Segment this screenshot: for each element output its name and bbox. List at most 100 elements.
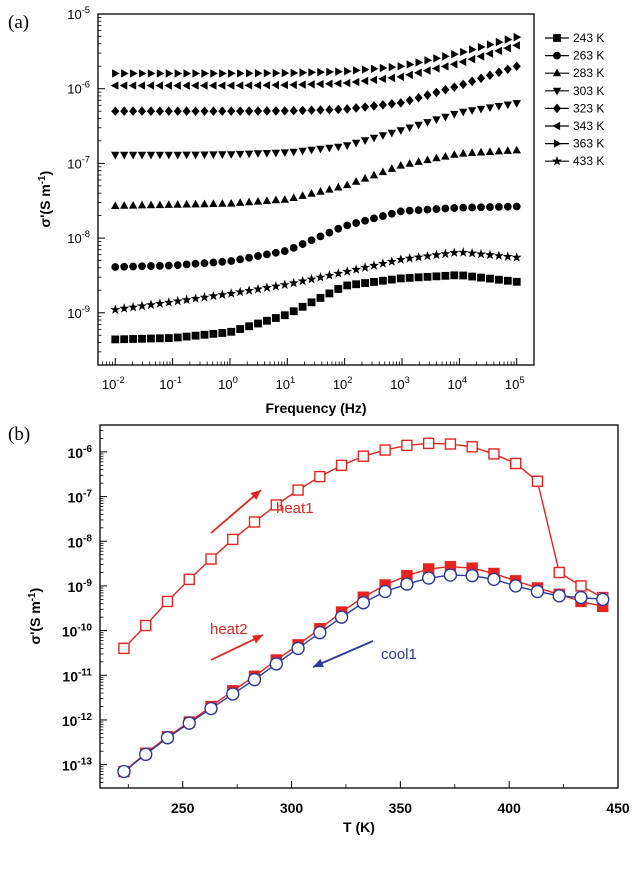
- data-point: [378, 100, 387, 110]
- series-heat1: [118, 437, 609, 655]
- data-point: [205, 553, 217, 565]
- data-point: [120, 106, 129, 116]
- data-point: [459, 203, 468, 212]
- data-point: [433, 54, 441, 63]
- data-point: [199, 81, 208, 90]
- data-point: [235, 81, 244, 90]
- data-point: [316, 145, 325, 154]
- data-point: [146, 81, 155, 90]
- data-point: [261, 282, 272, 292]
- data-point: [405, 206, 414, 215]
- data-point: [387, 275, 396, 284]
- data-point: [423, 205, 432, 214]
- data-point: [289, 148, 298, 157]
- data-point: [137, 200, 147, 209]
- legend-label: 433 K: [573, 154, 604, 168]
- data-point: [112, 69, 120, 78]
- x-tick-label: 105: [505, 375, 525, 392]
- data-point: [488, 448, 500, 460]
- data-point: [263, 69, 272, 78]
- data-point: [248, 516, 261, 528]
- data-point: [289, 243, 298, 252]
- data-point: [377, 258, 388, 268]
- data-point: [244, 150, 254, 159]
- data-point: [209, 151, 218, 160]
- annotation-arrow-shaft: [210, 489, 262, 534]
- data-point: [530, 584, 545, 599]
- panel-a-plot: 10-2 10-1 100 101 102 103 104 105 10-9 10-8 10-7 10…: [37, 5, 604, 416]
- data-point: [351, 77, 360, 87]
- data-point: [137, 106, 147, 116]
- data-point: [129, 262, 138, 271]
- data-point: [414, 157, 423, 165]
- data-point: [369, 134, 379, 143]
- data-point: [173, 151, 182, 160]
- data-point: [182, 332, 191, 341]
- data-point: [280, 149, 289, 158]
- data-point: [262, 81, 271, 90]
- y-tick-label: 10-11: [62, 667, 92, 684]
- data-point: [415, 58, 424, 67]
- data-point: [512, 41, 520, 50]
- data-point: [333, 268, 344, 278]
- data-point: [297, 275, 308, 286]
- legend-label: 343 K: [573, 119, 604, 133]
- data-point: [263, 250, 271, 259]
- data-point: [147, 262, 155, 270]
- data-point: [138, 262, 146, 271]
- data-point: [503, 276, 512, 285]
- data-point: [182, 716, 196, 730]
- data-point: [289, 105, 298, 116]
- data-point: [172, 295, 183, 306]
- data-point: [191, 81, 199, 90]
- data-point: [236, 325, 245, 333]
- data-point: [191, 151, 200, 160]
- annotation-heat1: heat1: [276, 500, 314, 517]
- legend-label: 303 K: [573, 84, 604, 98]
- data-point: [503, 101, 512, 110]
- data-point: [485, 104, 495, 113]
- data-point: [335, 459, 348, 472]
- data-point: [183, 573, 195, 586]
- y-tick-label: 10-5: [67, 5, 90, 22]
- data-point: [396, 98, 405, 108]
- data-point: [325, 289, 334, 298]
- data-point: [128, 81, 137, 90]
- data-point: [441, 151, 450, 160]
- data-point: [531, 475, 544, 487]
- data-point: [387, 99, 396, 109]
- data-point: [422, 66, 431, 75]
- y-axis-label: σ'(S m-1): [37, 171, 53, 228]
- data-point: [351, 139, 361, 148]
- data-point: [204, 701, 218, 716]
- legend-marker: [553, 51, 561, 60]
- data-point: [458, 57, 467, 67]
- data-point: [245, 69, 254, 78]
- data-point: [120, 151, 129, 160]
- data-point: [388, 62, 397, 72]
- data-point: [227, 533, 239, 546]
- data-point: [271, 248, 280, 257]
- data-point: [334, 285, 343, 293]
- data-point: [467, 148, 477, 157]
- data-point: [467, 107, 477, 115]
- data-point: [414, 273, 423, 282]
- data-point: [343, 142, 352, 150]
- annotation-arrow-shaft: [312, 640, 374, 668]
- data-point: [200, 106, 209, 116]
- data-point: [253, 196, 263, 205]
- data-point: [552, 589, 566, 603]
- data-point: [432, 153, 441, 162]
- data-point: [121, 69, 129, 78]
- data-point: [468, 76, 477, 87]
- data-point: [370, 64, 379, 73]
- data-point: [360, 173, 370, 182]
- data-point: [440, 62, 449, 71]
- data-point: [369, 101, 379, 111]
- series-363k: [112, 32, 522, 78]
- legend-label: 243 K: [573, 31, 604, 45]
- data-point: [450, 204, 459, 212]
- data-point: [262, 196, 272, 205]
- data-point: [509, 579, 523, 593]
- series-243k: [111, 271, 521, 344]
